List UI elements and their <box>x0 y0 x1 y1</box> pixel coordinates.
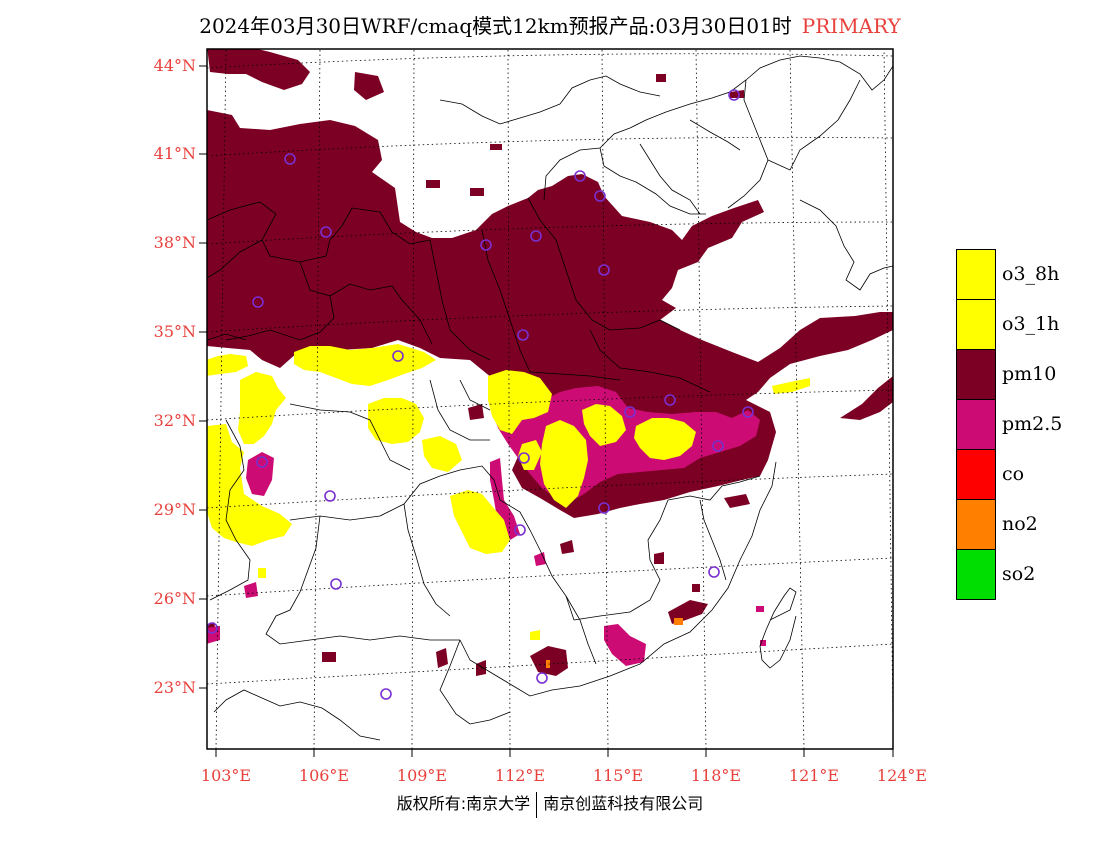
station-markers <box>207 89 754 700</box>
axis-ticks <box>199 65 894 757</box>
lon-label-118: 118°E <box>690 766 742 785</box>
lat-label-41: 41°N <box>153 144 196 163</box>
map-frame-clip <box>206 48 894 750</box>
lat-label-32: 32°N <box>153 411 196 430</box>
lon-label-109: 109°E <box>396 766 448 785</box>
legend-label-o3-8h: o3_8h <box>1002 263 1060 285</box>
lon-label-124: 124°E <box>876 766 928 785</box>
lat-label-35: 35°N <box>153 322 196 341</box>
credit-separator <box>536 791 538 818</box>
no2-region <box>546 618 683 668</box>
lat-label-26: 26°N <box>153 589 196 608</box>
legend-label-no2: no2 <box>1002 513 1038 535</box>
title-tag: PRIMARY <box>801 14 901 38</box>
boundary-lines <box>207 55 893 741</box>
legend-swatch-pm10 <box>956 349 996 400</box>
legend-label-o3-1h: o3_1h <box>1002 313 1060 335</box>
lon-label-115: 115°E <box>592 766 644 785</box>
lat-label-38: 38°N <box>153 233 196 252</box>
legend-swatch-o3-8h <box>956 249 996 300</box>
lon-label-106: 106°E <box>298 766 350 785</box>
title-main: 2024年03月30日WRF/cmaq模式12km预报产品:03月30日01时 <box>199 14 792 38</box>
credit-left: 版权所有:南京大学 <box>396 794 531 813</box>
legend-swatch-pm25 <box>956 399 996 450</box>
copyright-credit: 版权所有:南京大学 南京创蓝科技有限公司 <box>0 790 1100 818</box>
legend-swatch-co <box>956 449 996 500</box>
legend-label-co: co <box>1002 463 1025 485</box>
lat-label-29: 29°N <box>153 500 196 519</box>
legend-label-so2: so2 <box>1002 563 1036 585</box>
o3-region <box>207 344 810 640</box>
legend-swatch-so2 <box>956 549 996 600</box>
legend-label-pm10: pm10 <box>1002 363 1057 385</box>
lat-label-23: 23°N <box>153 678 196 697</box>
lon-label-103: 103°E <box>200 766 252 785</box>
lat-label-44: 44°N <box>153 56 196 75</box>
page-title: 2024年03月30日WRF/cmaq模式12km预报产品:03月30日01时 P… <box>0 10 1100 39</box>
credit-right: 南京创蓝科技有限公司 <box>543 794 704 813</box>
lon-label-121: 121°E <box>788 766 840 785</box>
graticule <box>207 49 893 749</box>
legend-swatch-no2 <box>956 499 996 550</box>
lon-label-112: 112°E <box>494 766 546 785</box>
legend-label-pm25: pm2.5 <box>1002 413 1063 435</box>
map-frame <box>206 48 894 750</box>
legend-swatch-o3-1h <box>956 299 996 350</box>
